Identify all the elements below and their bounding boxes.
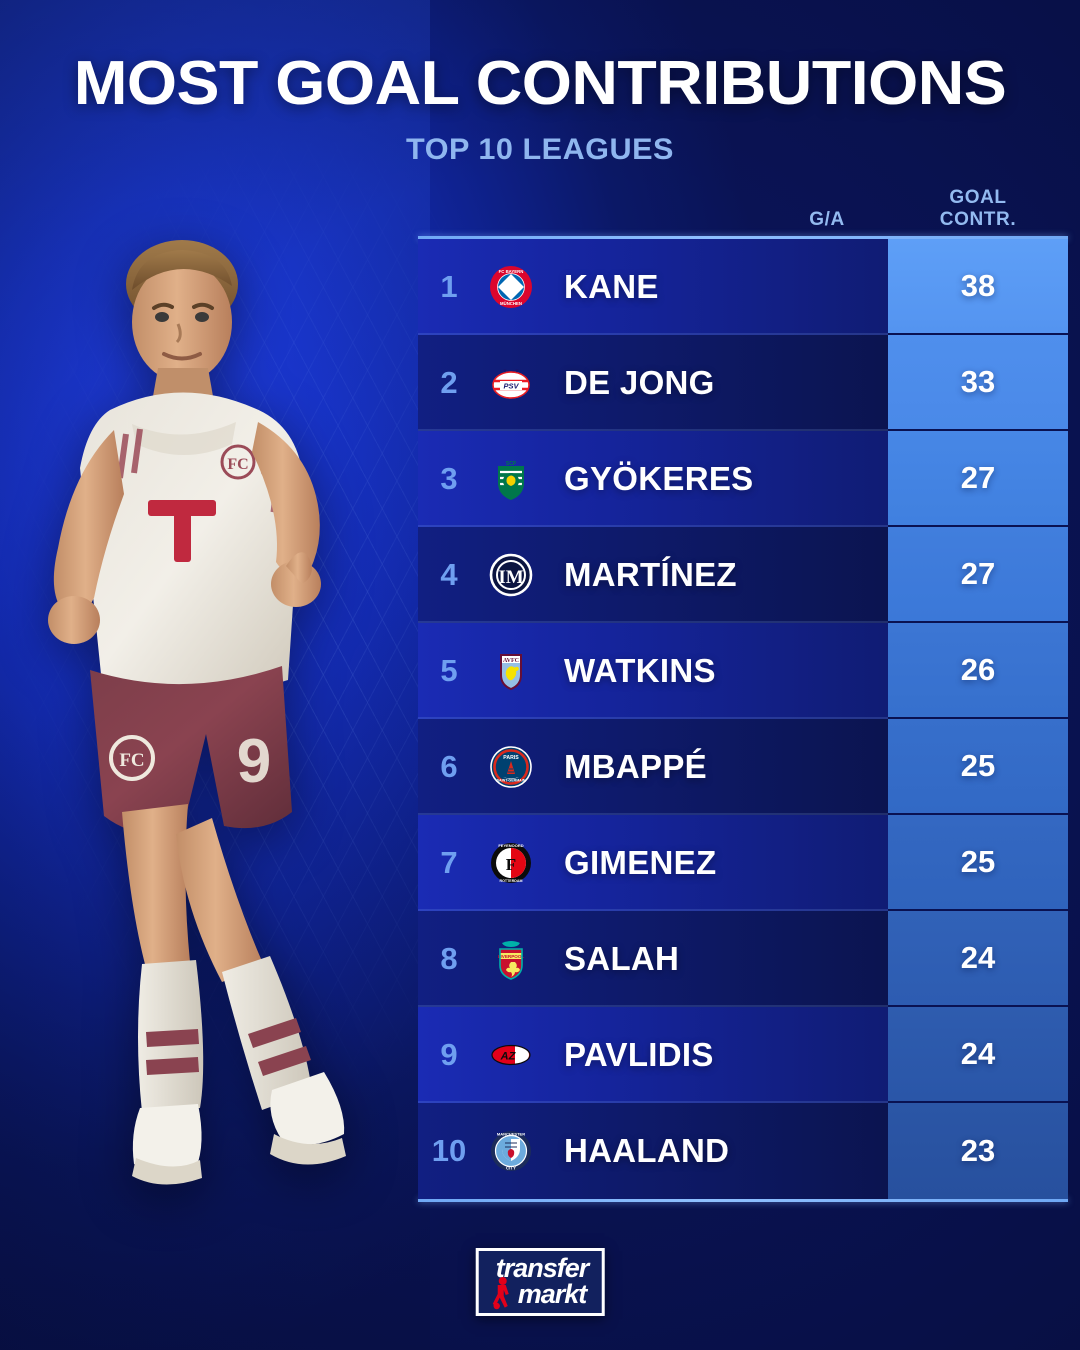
table-row[interactable]: 10 MANCHESTER CITY HAALAND 18/5 23 — [418, 1103, 1068, 1199]
svg-text:CITY: CITY — [506, 1166, 516, 1171]
row-background — [418, 623, 888, 719]
row-rank: 8 — [440, 941, 458, 976]
row-player-name: GYÖKERES — [564, 460, 754, 497]
rankings-table: G/A GOAL CONTR. 1 FC BAYE — [418, 170, 1068, 1202]
table-row[interactable]: 4 IM MARTÍNEZ 23/4 27 — [418, 527, 1068, 623]
svg-text:AVFC: AVFC — [503, 658, 519, 664]
sporting-cp-crest: SCP — [480, 457, 542, 501]
table-row[interactable]: 3 SCP GYÖKERES 19/8 27 — [418, 431, 1068, 527]
row-background — [418, 431, 888, 527]
svg-text:ROTTERDAM: ROTTERDAM — [500, 879, 523, 883]
svg-text:MÜNCHEN: MÜNCHEN — [500, 301, 522, 306]
row-goal-contributions: 25 — [888, 719, 1068, 815]
table-bottom-divider — [418, 1199, 1068, 1202]
row-rank: 7 — [440, 845, 458, 880]
page-subtitle: TOP 10 LEAGUES — [406, 133, 674, 166]
liverpool-crest: LIVERPOOL — [480, 937, 542, 981]
row-player-name: GIMENEZ — [564, 844, 717, 881]
row-goal-contributions: 27 — [888, 527, 1068, 623]
svg-text:FC BAYERN: FC BAYERN — [499, 269, 524, 274]
header: MOST GOAL CONTRIBUTIONS TOP 10 LEAGUES — [0, 0, 1080, 167]
bayern-munich-crest: FC BAYERN MÜNCHEN — [480, 265, 542, 309]
inter-milan-crest: IM — [480, 553, 542, 597]
row-rank: 4 — [440, 557, 458, 592]
row-goal-contributions: 33 — [888, 335, 1068, 431]
svg-text:AZ: AZ — [500, 1051, 517, 1063]
table-top-divider — [418, 236, 1068, 239]
row-player-name: KANE — [564, 268, 659, 305]
transfermarkt-logo-line1: transfer — [495, 1253, 590, 1283]
table-row[interactable]: 9 AZ PAVLIDIS 22/2 24 — [418, 1007, 1068, 1103]
psv-eindhoven-crest: PSV — [480, 361, 542, 405]
manchester-city-crest: MANCHESTER CITY — [480, 1129, 542, 1173]
svg-text:LIVERPOOL: LIVERPOOL — [498, 954, 525, 959]
table-row[interactable]: 8 LIVERPOOL SALAH 15/9 24 — [418, 911, 1068, 1007]
svg-text:9: 9 — [237, 727, 271, 796]
column-header-goal-contributions-line1: GOAL — [949, 187, 1007, 209]
row-rank: 9 — [440, 1037, 458, 1072]
table-row[interactable]: 1 FC BAYERN MÜNCHEN KANE 30/8 38 — [418, 239, 1068, 335]
svg-text:PARIS: PARIS — [503, 755, 519, 761]
row-player-name: DE JONG — [564, 364, 715, 401]
table-body: 1 FC BAYERN MÜNCHEN KANE 30/8 38 — [418, 239, 1068, 1199]
row-goal-contributions: 24 — [888, 911, 1068, 1007]
column-header-goal-contributions: GOAL CONTR. — [888, 187, 1068, 230]
row-player-name: SALAH — [564, 940, 680, 977]
row-goal-contributions: 23 — [888, 1103, 1068, 1199]
player-photo-harry-kane: FC FC 9 — [0, 172, 456, 1322]
feyenoord-crest: F FEYENOORD ROTTERDAM — [480, 841, 542, 885]
column-header-ga: G/A — [809, 208, 845, 230]
row-goal-contributions: 27 — [888, 431, 1068, 527]
row-rank: 3 — [440, 461, 458, 496]
svg-text:F: F — [506, 855, 516, 874]
row-player-name: MBAPPÉ — [564, 748, 707, 785]
row-player-name: WATKINS — [564, 652, 716, 689]
svg-text:MANCHESTER: MANCHESTER — [497, 1131, 525, 1136]
row-rank: 2 — [440, 365, 458, 400]
row-goal-contributions: 25 — [888, 815, 1068, 911]
table-row[interactable]: 2 PSV DE JONG 22/11 33 — [418, 335, 1068, 431]
row-rank: 10 — [431, 1133, 467, 1168]
az-alkmaar-crest: AZ — [480, 1033, 542, 1077]
svg-text:SCP: SCP — [506, 461, 517, 467]
svg-text:FC: FC — [119, 750, 144, 771]
column-header-goal-contributions-line2: CONTR. — [939, 208, 1017, 230]
transfermarkt-logo-line2: markt — [517, 1278, 588, 1309]
page-title: MOST GOAL CONTRIBUTIONS — [73, 49, 1007, 118]
svg-text:FEYENOORD: FEYENOORD — [498, 843, 523, 848]
row-goal-contributions: 38 — [888, 239, 1068, 335]
row-rank: 6 — [440, 749, 458, 784]
svg-text:SAINT-GERMAIN: SAINT-GERMAIN — [497, 779, 526, 783]
svg-text:FC: FC — [227, 456, 248, 473]
table-row[interactable]: 6 PARIS SAINT-GERMAIN MBAPPÉ 21/4 25 — [418, 719, 1068, 815]
row-goal-contributions: 24 — [888, 1007, 1068, 1103]
transfermarkt-logo[interactable]: transfer markt — [475, 1248, 605, 1316]
table-column-headers: G/A GOAL CONTR. — [418, 170, 1068, 236]
row-rank: 1 — [440, 269, 458, 304]
row-player-name: HAALAND — [564, 1132, 730, 1169]
row-player-name: PAVLIDIS — [564, 1036, 714, 1073]
row-player-name: MARTÍNEZ — [564, 556, 737, 593]
transfermarkt-logo-box: transfer markt — [475, 1248, 605, 1316]
row-background — [418, 911, 888, 1007]
transfermarkt-player-icon — [492, 1276, 509, 1309]
table-row[interactable]: 5 AVFC WATKINS 16/10 26 — [418, 623, 1068, 719]
psg-crest: PARIS SAINT-GERMAIN — [480, 745, 542, 789]
table-row[interactable]: 7 F FEYENOORD ROTTERDAM GIMENEZ 21/4 25 — [418, 815, 1068, 911]
row-goal-contributions: 26 — [888, 623, 1068, 719]
svg-text:IM: IM — [498, 567, 523, 588]
aston-villa-crest: AVFC — [480, 649, 542, 693]
svg-text:PSV: PSV — [503, 382, 519, 391]
row-rank: 5 — [440, 653, 458, 688]
